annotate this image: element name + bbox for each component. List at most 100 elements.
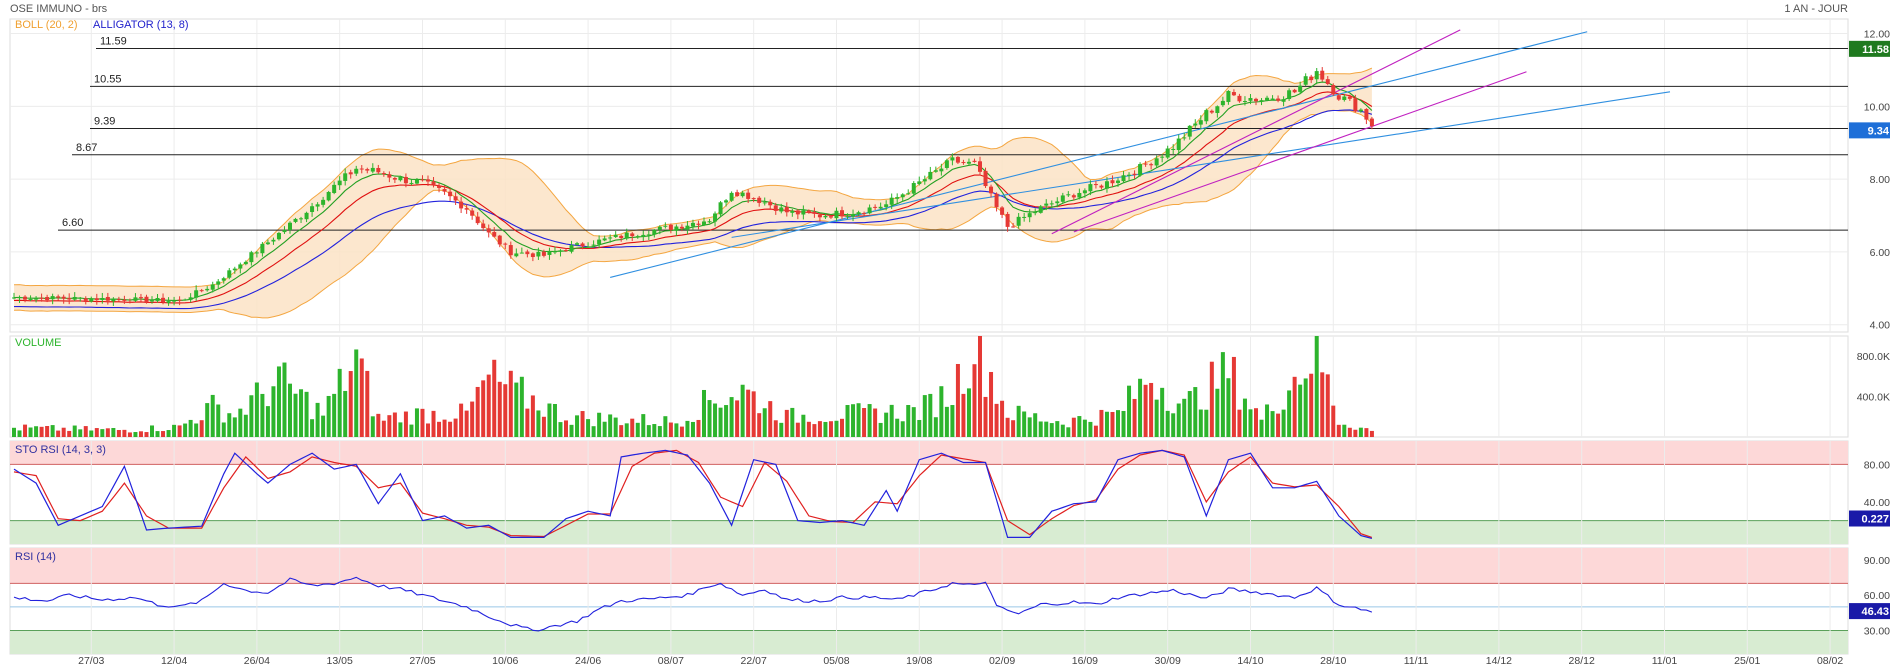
volume-bar bbox=[983, 396, 988, 437]
volume-bar bbox=[1303, 378, 1308, 437]
candle-body bbox=[398, 177, 403, 181]
volume-bar bbox=[83, 426, 88, 437]
volume-bar bbox=[674, 423, 679, 437]
volume-bar bbox=[1093, 425, 1098, 437]
candle-body bbox=[271, 239, 276, 242]
candle-body bbox=[1127, 174, 1132, 176]
volume-bar bbox=[348, 371, 353, 437]
volume-bar bbox=[806, 421, 811, 437]
candle-body bbox=[1198, 120, 1203, 125]
candle-body bbox=[1276, 98, 1281, 101]
volume-bar bbox=[1231, 356, 1236, 437]
candle-body bbox=[917, 181, 922, 185]
volume-bar bbox=[232, 417, 237, 437]
volume-bar bbox=[111, 427, 116, 437]
volume-bar bbox=[768, 401, 773, 437]
candle-body bbox=[1016, 216, 1021, 226]
volume-bar bbox=[917, 419, 922, 437]
candle-body bbox=[1358, 109, 1363, 112]
volume-bar bbox=[1242, 398, 1247, 437]
volume-bar bbox=[94, 428, 99, 437]
volume-bar bbox=[668, 422, 673, 437]
candle-body bbox=[508, 245, 513, 256]
candle-body bbox=[1077, 192, 1082, 198]
x-tick-label: 28/10 bbox=[1320, 655, 1346, 667]
candle-body bbox=[619, 235, 624, 239]
candle-body bbox=[933, 170, 938, 172]
candle-body bbox=[939, 168, 944, 172]
timeframe-label[interactable]: 1 AN - JOUR bbox=[1784, 3, 1848, 15]
volume-bar bbox=[138, 431, 143, 437]
volume-bar bbox=[630, 418, 635, 437]
candle-body bbox=[724, 200, 729, 203]
volume-bar bbox=[183, 423, 188, 437]
volume-bar bbox=[884, 412, 889, 437]
candle-body bbox=[122, 299, 127, 301]
candle-body bbox=[1005, 213, 1010, 227]
volume-bar bbox=[486, 374, 491, 437]
candle-body bbox=[332, 184, 337, 193]
volume-bar bbox=[657, 426, 662, 437]
candle-body bbox=[426, 179, 430, 182]
volume-bar bbox=[271, 386, 276, 437]
volume-bar bbox=[696, 419, 701, 437]
volume-bar bbox=[1309, 373, 1314, 437]
candle-body bbox=[746, 192, 751, 199]
volume-bar bbox=[205, 403, 210, 437]
rsi-panel-label: RSI (14) bbox=[15, 551, 56, 563]
volume-bar bbox=[972, 364, 977, 437]
volume-bar bbox=[762, 408, 767, 437]
volume-bar bbox=[39, 426, 44, 437]
candle-body bbox=[950, 157, 955, 161]
candle-body bbox=[409, 182, 414, 184]
candle-body bbox=[78, 297, 83, 299]
candle-body bbox=[1369, 118, 1374, 127]
volume-bar bbox=[575, 415, 580, 437]
volume-bar bbox=[1088, 421, 1093, 437]
candle-body bbox=[254, 252, 259, 254]
candle-body bbox=[989, 186, 994, 194]
volume-bar bbox=[702, 389, 706, 437]
x-tick-label: 16/09 bbox=[1072, 655, 1098, 667]
candle-body bbox=[1226, 90, 1231, 102]
candle-body bbox=[674, 226, 679, 231]
volume-bar bbox=[238, 408, 243, 437]
volume-bar bbox=[823, 421, 828, 437]
volume-bar bbox=[1121, 410, 1126, 437]
volume-bar bbox=[1364, 428, 1369, 437]
candle-body bbox=[635, 236, 640, 238]
candle-body bbox=[873, 206, 878, 208]
volume-bar bbox=[558, 422, 563, 437]
candle-body bbox=[1303, 76, 1308, 85]
volume-bar bbox=[1198, 409, 1203, 437]
horizontal-levels[interactable]: 11.59 10.55 9.39 8.67 6.60 bbox=[58, 35, 1848, 231]
candle-body bbox=[608, 237, 613, 239]
last-value-badges: 11.58 9.34 0.227 46.43 bbox=[1849, 40, 1890, 620]
candle-body bbox=[83, 298, 88, 301]
candle-body bbox=[646, 234, 651, 236]
volume-bar bbox=[530, 395, 535, 437]
candle-body bbox=[238, 264, 243, 269]
candle-body bbox=[276, 233, 281, 240]
candle-body bbox=[713, 213, 718, 222]
candle-body bbox=[470, 210, 475, 216]
volume-bar bbox=[61, 427, 66, 437]
volume-bar bbox=[508, 370, 513, 437]
volume-bar bbox=[370, 416, 375, 437]
level-label: 9.39 bbox=[94, 116, 115, 128]
candle-body bbox=[310, 206, 315, 212]
volume-bar bbox=[332, 393, 337, 437]
volume-bar bbox=[1369, 430, 1374, 437]
x-tick-label: 13/05 bbox=[327, 655, 353, 667]
x-tick-label: 24/06 bbox=[575, 655, 601, 667]
candle-body bbox=[1215, 106, 1220, 114]
candle-body bbox=[547, 251, 552, 255]
candle-body bbox=[652, 229, 657, 235]
volume-bar bbox=[525, 408, 530, 437]
volume-bar bbox=[1320, 372, 1325, 437]
candle-body bbox=[431, 181, 436, 185]
trend-lines[interactable] bbox=[610, 29, 1671, 278]
volume-bar bbox=[1331, 405, 1336, 437]
volume-bar bbox=[470, 401, 475, 437]
